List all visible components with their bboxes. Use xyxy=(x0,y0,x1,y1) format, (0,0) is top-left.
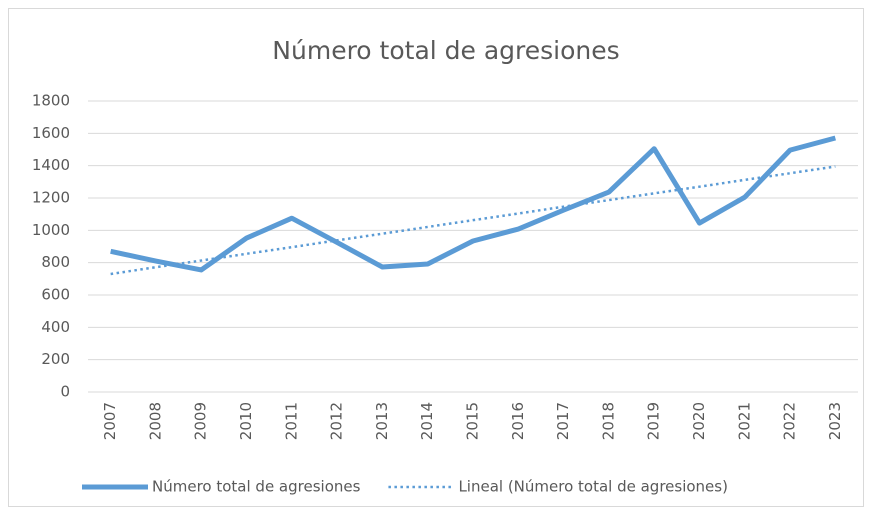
x-tick-label: 2012 xyxy=(328,402,346,440)
x-tick-label: 2009 xyxy=(192,402,210,440)
y-tick-label: 1000 xyxy=(32,221,70,239)
y-tick-label: 800 xyxy=(41,253,70,271)
x-tick-label: 2022 xyxy=(781,402,799,440)
x-tick-label: 2013 xyxy=(373,402,391,440)
y-tick-label: 1400 xyxy=(32,156,70,174)
y-tick-label: 1600 xyxy=(32,124,70,142)
x-tick-label: 2021 xyxy=(735,402,753,440)
x-tick-label: 2011 xyxy=(282,402,300,440)
legend-label: Lineal (Número total de agresiones) xyxy=(458,478,728,496)
legend-label: Número total de agresiones xyxy=(152,478,361,496)
x-tick-label: 2015 xyxy=(464,402,482,440)
x-tick-label: 2010 xyxy=(237,402,255,440)
x-tick-label: 2008 xyxy=(146,402,164,440)
x-tick-label: 2023 xyxy=(826,402,844,440)
y-tick-label: 1800 xyxy=(32,92,70,110)
x-tick-label: 2016 xyxy=(509,402,527,440)
x-tick-label: 2007 xyxy=(101,402,119,440)
trend-line xyxy=(110,165,836,276)
series-line xyxy=(110,135,836,273)
x-tick-label: 2020 xyxy=(690,402,708,440)
x-tick-label: 2018 xyxy=(599,402,617,440)
y-tick-label: 400 xyxy=(41,318,70,336)
y-tick-label: 600 xyxy=(41,286,70,304)
y-tick-label: 1200 xyxy=(32,189,70,207)
x-tick-label: 2017 xyxy=(554,402,572,440)
y-tick-label: 200 xyxy=(41,350,70,368)
y-tick-label: 0 xyxy=(60,383,70,401)
chart-title: Número total de agresiones xyxy=(272,36,619,65)
x-tick-label: 2019 xyxy=(645,402,663,440)
x-tick-label: 2014 xyxy=(418,402,436,440)
